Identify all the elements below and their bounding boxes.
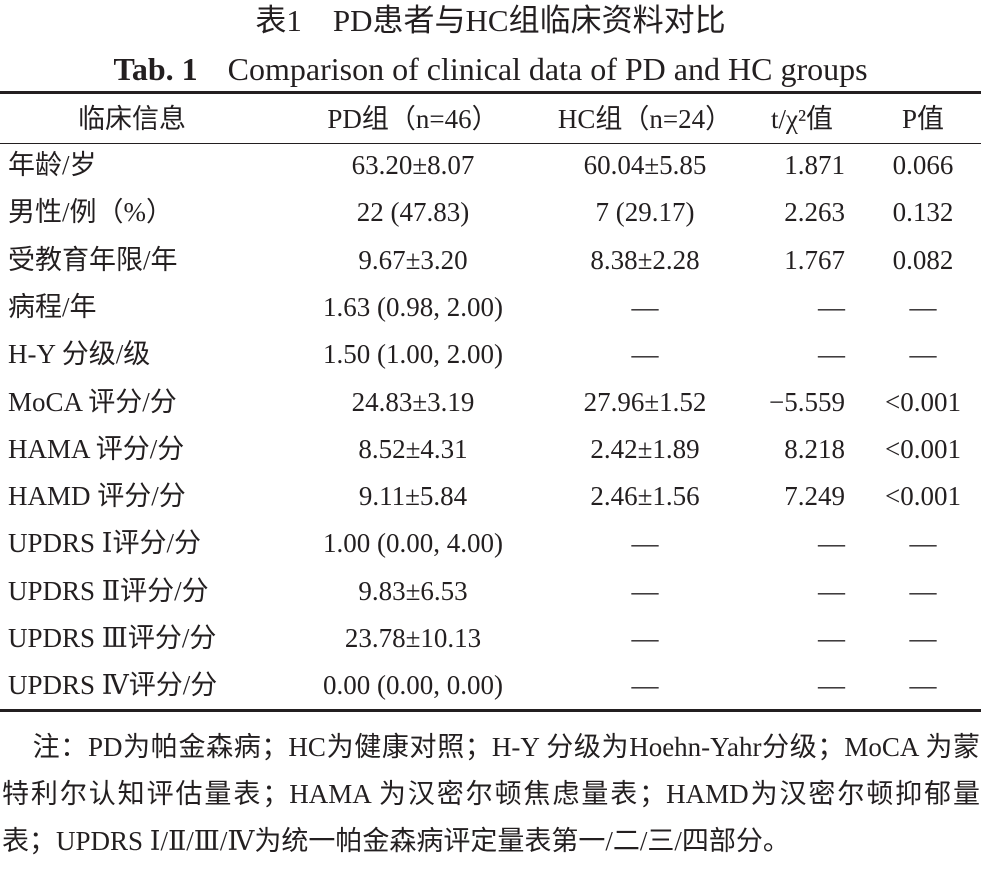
cell-clinical-info: 年龄/岁 bbox=[8, 150, 97, 180]
cell-pd-value: 0.00 (0.00, 0.00) bbox=[323, 670, 503, 701]
cell-pd-value: 23.78±10.13 bbox=[344, 623, 482, 653]
header-hc-group: HC组（n=24） bbox=[557, 104, 733, 134]
cell-clinical-info: H-Y 分级/级 bbox=[8, 339, 151, 370]
cell-clinical-info: UPDRS Ⅱ评分/分 bbox=[8, 575, 209, 606]
table-row: UPDRS Ⅲ评分/分 23.78±10.13 — — — bbox=[0, 615, 981, 662]
cell-clinical-info: HAMD 评分/分 bbox=[8, 481, 186, 512]
table-row: H-Y 分级/级 1.50 (1.00, 2.00) — — — bbox=[0, 331, 981, 378]
cell-pd-value: 1.00 (0.00, 4.00) bbox=[323, 528, 503, 559]
table-title-chinese: 表1 PD患者与HC组临床资料对比 bbox=[255, 3, 726, 38]
cell-test-statistic: — bbox=[818, 291, 845, 322]
cell-hc-value: — bbox=[631, 670, 659, 701]
cell-p-value: — bbox=[909, 670, 937, 701]
table-header-row: 临床信息 PD组（n=46） HC组（n=24） t/χ²值 P值 bbox=[0, 96, 981, 143]
cell-pd-value: 1.63 (0.98, 2.00) bbox=[323, 291, 503, 322]
header-clinical-info: 临床信息 bbox=[78, 104, 186, 134]
table-caption: Comparison of clinical data of PD and HC… bbox=[227, 51, 868, 87]
table-row: UPDRS Ⅱ评分/分 9.83±6.53 — — — bbox=[0, 568, 981, 615]
cell-p-value: <0.001 bbox=[885, 386, 961, 417]
table-row: HAMA 评分/分 8.52±4.31 2.42±1.89 8.218 <0.001 bbox=[0, 426, 981, 473]
cell-p-value: 0.132 bbox=[892, 197, 954, 228]
cell-p-value: — bbox=[909, 339, 937, 370]
cell-test-statistic: 1.871 bbox=[784, 150, 845, 180]
header-rule bbox=[0, 143, 981, 144]
note-text: 注：PD为帕金森病；HC为健康对照；H-Y 分级为Hoehn-Yahr分级；Mo… bbox=[2, 732, 980, 856]
cell-pd-value: 9.11±5.84 bbox=[358, 481, 468, 512]
cell-p-value: — bbox=[909, 528, 937, 559]
cell-p-value: — bbox=[909, 291, 937, 322]
cell-hc-value: 7 (29.17) bbox=[595, 197, 695, 228]
cell-pd-value: 1.50 (1.00, 2.00) bbox=[323, 339, 503, 370]
table-row: HAMD 评分/分 9.11±5.84 2.46±1.56 7.249 <0.001 bbox=[0, 473, 981, 520]
table-row: UPDRS Ⅳ评分/分 0.00 (0.00, 0.00) — — — bbox=[0, 662, 981, 709]
cell-clinical-info: MoCA 评分/分 bbox=[8, 386, 177, 417]
cell-pd-value: 63.20±8.07 bbox=[351, 150, 475, 180]
cell-test-statistic: — bbox=[818, 528, 845, 559]
table-row: 受教育年限/年 9.67±3.20 8.38±2.28 1.767 0.082 bbox=[0, 237, 981, 284]
cell-test-statistic: — bbox=[818, 670, 845, 701]
cell-test-statistic: — bbox=[818, 575, 845, 606]
cell-pd-value: 24.83±3.19 bbox=[351, 386, 475, 417]
table-title-english: Tab. 1 Comparison of clinical data of PD … bbox=[0, 48, 981, 90]
cell-hc-value: — bbox=[631, 575, 659, 606]
cell-p-value: 0.066 bbox=[892, 150, 954, 180]
table-row: MoCA 评分/分 24.83±3.19 27.96±1.52 −5.559 <0.00… bbox=[0, 379, 981, 426]
cell-hc-value: 2.46±1.56 bbox=[590, 481, 700, 512]
table-row: 男性/例（%） 22 (47.83) 7 (29.17) 2.263 0.132 bbox=[0, 189, 981, 236]
cell-clinical-info: UPDRS Ⅲ评分/分 bbox=[8, 623, 217, 653]
cell-hc-value: 60.04±5.85 bbox=[583, 150, 707, 180]
cell-test-statistic: 8.218 bbox=[784, 433, 845, 464]
table-note: 注：PD为帕金森病；HC为健康对照；H-Y 分级为Hoehn-Yahr分级；Mo… bbox=[2, 724, 980, 865]
cell-p-value: <0.001 bbox=[885, 433, 961, 464]
cell-hc-value: 2.42±1.89 bbox=[590, 433, 700, 464]
cell-hc-value: — bbox=[631, 623, 659, 653]
cell-hc-value: 27.96±1.52 bbox=[583, 386, 707, 417]
cell-test-statistic: −5.559 bbox=[769, 386, 845, 417]
cell-hc-value: 8.38±2.28 bbox=[590, 244, 700, 275]
top-rule bbox=[0, 91, 981, 94]
table-row: UPDRS Ⅰ评分/分 1.00 (0.00, 4.00) — — — bbox=[0, 520, 981, 567]
cell-p-value: — bbox=[909, 623, 937, 653]
cell-hc-value: — bbox=[631, 339, 659, 370]
cell-p-value: — bbox=[909, 575, 937, 606]
cell-hc-value: — bbox=[631, 291, 659, 322]
cell-test-statistic: — bbox=[818, 339, 845, 370]
cell-clinical-info: 受教育年限/年 bbox=[8, 244, 178, 275]
cell-pd-value: 9.67±3.20 bbox=[358, 244, 468, 275]
header-pd-group: PD组（n=46） bbox=[327, 104, 499, 134]
bottom-rule bbox=[0, 709, 981, 712]
cell-test-statistic: 7.249 bbox=[784, 481, 845, 512]
cell-test-statistic: 2.263 bbox=[784, 197, 845, 228]
table-row: 病程/年 1.63 (0.98, 2.00) — — — bbox=[0, 284, 981, 331]
cell-p-value: <0.001 bbox=[885, 481, 961, 512]
table-number: Tab. 1 bbox=[113, 51, 198, 87]
cell-clinical-info: 男性/例（%） bbox=[8, 197, 173, 228]
cell-p-value: 0.082 bbox=[892, 244, 954, 275]
header-test-statistic: t/χ²值 bbox=[770, 104, 834, 134]
cell-clinical-info: 病程/年 bbox=[8, 291, 97, 322]
table-row: 年龄/岁 63.20±8.07 60.04±5.85 1.871 0.066 bbox=[0, 142, 981, 189]
cell-clinical-info: HAMA 评分/分 bbox=[8, 433, 185, 464]
cell-test-statistic: — bbox=[818, 623, 845, 653]
cell-pd-value: 9.83±6.53 bbox=[358, 575, 468, 606]
cell-clinical-info: UPDRS Ⅳ评分/分 bbox=[8, 670, 218, 701]
cell-clinical-info: UPDRS Ⅰ评分/分 bbox=[8, 528, 201, 559]
cell-test-statistic: 1.767 bbox=[784, 244, 845, 275]
header-p-value: P值 bbox=[901, 104, 945, 134]
cell-pd-value: 22 (47.83) bbox=[356, 197, 470, 228]
cell-pd-value: 8.52±4.31 bbox=[358, 433, 468, 464]
cell-hc-value: — bbox=[631, 528, 659, 559]
